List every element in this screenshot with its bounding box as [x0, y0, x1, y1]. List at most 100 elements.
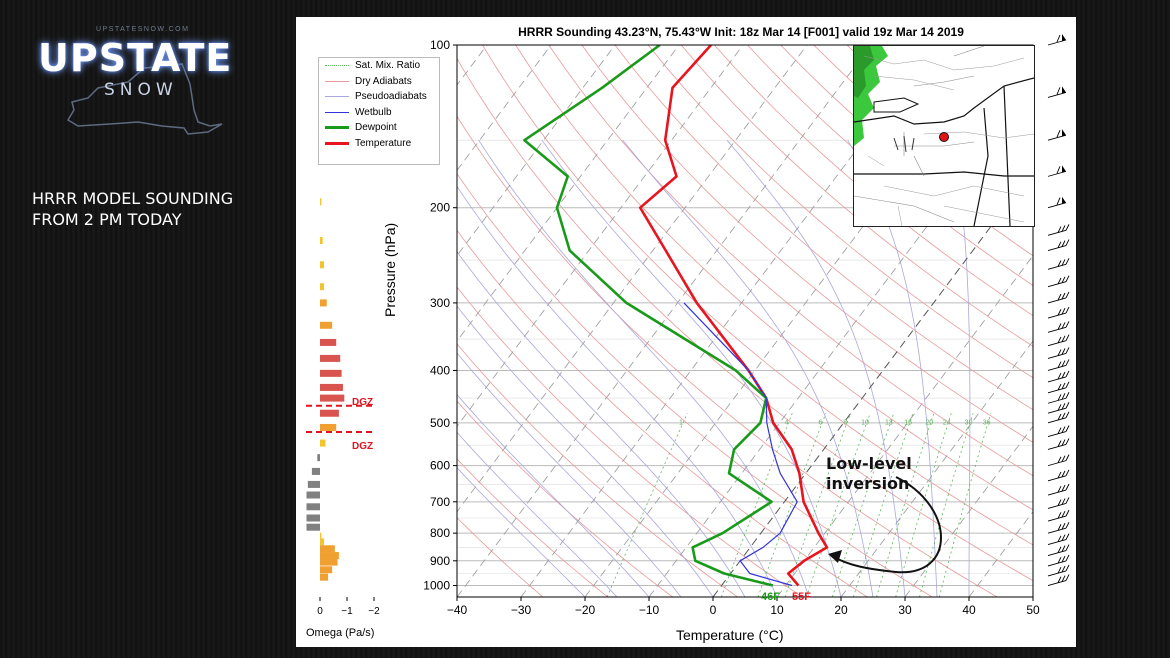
wind-barb-flag	[1056, 130, 1061, 138]
wind-barb-shaft	[1047, 407, 1067, 414]
omega-bar	[320, 338, 337, 346]
pseudoadiabat-line	[478, 139, 810, 597]
wind-barb-flag	[1061, 498, 1066, 505]
mix-ratio-line	[606, 413, 688, 597]
mix-ratio-label: 8	[843, 419, 847, 426]
wind-barb-shaft	[1047, 202, 1067, 209]
wind-barb-flag	[1061, 322, 1066, 329]
wind-barb-shaft	[1047, 352, 1067, 359]
mix-ratio-label: 13	[885, 419, 893, 426]
omega-bar	[306, 503, 320, 511]
wind-barb-flag	[1061, 511, 1066, 518]
x-tick-label: 40	[962, 603, 976, 617]
isotherm-line	[712, 169, 1033, 597]
wind-barb-icon	[1047, 544, 1070, 556]
wind-barb-flag	[1065, 509, 1070, 517]
wind-barb-flag	[1065, 497, 1070, 504]
legend-item-dewpoint: Dewpoint	[319, 120, 439, 136]
wind-barb-flag	[1061, 575, 1066, 582]
omega-bar	[320, 538, 325, 546]
y-tick-label: 500	[430, 416, 450, 430]
wind-barb-flag	[1065, 370, 1070, 378]
pseudoadiabat-line	[622, 139, 874, 597]
wind-barb-flag	[1056, 197, 1061, 205]
wind-barb-flag	[1065, 224, 1070, 231]
pseudoadiabat-line	[726, 139, 906, 597]
y-tick-label: 800	[430, 526, 450, 540]
y-tick-label: 400	[430, 363, 450, 377]
omega-bar	[320, 394, 345, 402]
wind-barb-shaft	[1047, 134, 1067, 141]
wind-barb-flag	[1057, 349, 1062, 356]
dry-adiabat-line	[457, 517, 544, 597]
wind-barb-shaft	[1047, 297, 1067, 304]
wind-barb-icon	[1047, 533, 1070, 546]
wind-barb-shaft	[1047, 39, 1067, 46]
wind-barb-flag	[1057, 277, 1062, 285]
inset-map[interactable]	[853, 45, 1035, 227]
wind-barb-icon	[1047, 224, 1070, 236]
wind-barb-shaft	[1047, 340, 1067, 347]
omega-bar	[320, 321, 333, 329]
isotherm-line	[457, 45, 552, 171]
y-tick-label: 300	[430, 296, 450, 310]
omega-bar	[320, 283, 325, 291]
wind-barb-flag	[1056, 34, 1061, 43]
location-marker-icon	[939, 132, 949, 142]
wind-barb-shaft	[1047, 245, 1067, 251]
legend-item-dry-adiabats: Dry Adiabats	[319, 74, 439, 90]
omega-bar	[320, 558, 338, 566]
wind-barb-flag	[1061, 276, 1066, 284]
wind-barb-flag	[1065, 411, 1070, 419]
wind-barb-flag	[1057, 427, 1062, 434]
dry-adiabat-line	[457, 458, 609, 597]
mix-ratio-line	[876, 413, 935, 597]
wind-barb-pennant	[1062, 34, 1066, 41]
wind-barb-icon	[1047, 521, 1070, 534]
legend-item-mix-ratio: Sat. Mix. Ratio	[319, 58, 439, 74]
wind-barb-icon	[1047, 196, 1067, 209]
x-tick-label: −40	[447, 603, 468, 617]
annotation-arrowhead	[828, 550, 842, 563]
chart-title: HRRR Sounding 43.23°N, 75.43°W Init: 18z…	[518, 25, 964, 39]
omega-bar	[320, 354, 341, 362]
wind-barb-icon	[1047, 392, 1070, 404]
x-tick-label: 30	[898, 603, 912, 617]
dry-adiabat-line	[515, 45, 1033, 511]
legend-label: Sat. Mix. Ratio	[355, 60, 421, 71]
y-tick-label: 700	[430, 495, 450, 509]
wind-barb-pennant	[1062, 165, 1066, 173]
wind-barb-flag	[1057, 440, 1062, 447]
series-line-temperature	[638, 45, 829, 587]
wind-barb-shaft	[1047, 229, 1067, 236]
surface-temperature-label: 55F	[792, 591, 811, 603]
ny-state-outline-icon	[66, 63, 223, 135]
x-tick-label: 20	[834, 603, 848, 617]
wind-barb-flag	[1065, 469, 1070, 476]
wind-barb-flag	[1056, 87, 1061, 95]
legend-item-temperature: Temperature	[319, 136, 439, 152]
y-tick-label: 900	[430, 554, 450, 568]
wind-barb-flag	[1061, 545, 1066, 552]
mix-ratio-line	[938, 413, 992, 597]
caption-line-1: HRRR MODEL SOUNDING	[32, 189, 234, 208]
mix-ratio-label: 36	[983, 419, 991, 426]
wind-barb-shaft	[1047, 550, 1067, 556]
wind-barb-flag	[1057, 535, 1062, 543]
wind-barb-flag	[1065, 438, 1070, 445]
wind-barb-flag	[1057, 512, 1062, 519]
wind-barb-shaft	[1047, 460, 1067, 467]
dry-adiabat-line	[747, 45, 1033, 286]
pseudoadiabat-line	[541, 139, 842, 597]
wind-barb-pennant	[1062, 86, 1066, 94]
wind-barb-flag	[1057, 524, 1062, 531]
wind-barb-flag	[1061, 307, 1066, 315]
wind-barb-flag	[1061, 470, 1066, 478]
omega-bar	[320, 545, 335, 553]
wind-barb-icon	[1047, 425, 1070, 437]
y-tick-label: 600	[430, 459, 450, 473]
wind-barb-flag	[1057, 486, 1062, 493]
omega-bar	[320, 439, 326, 447]
pseudoadiabat-line	[951, 140, 971, 597]
omega-tick-label: 0	[317, 606, 323, 617]
